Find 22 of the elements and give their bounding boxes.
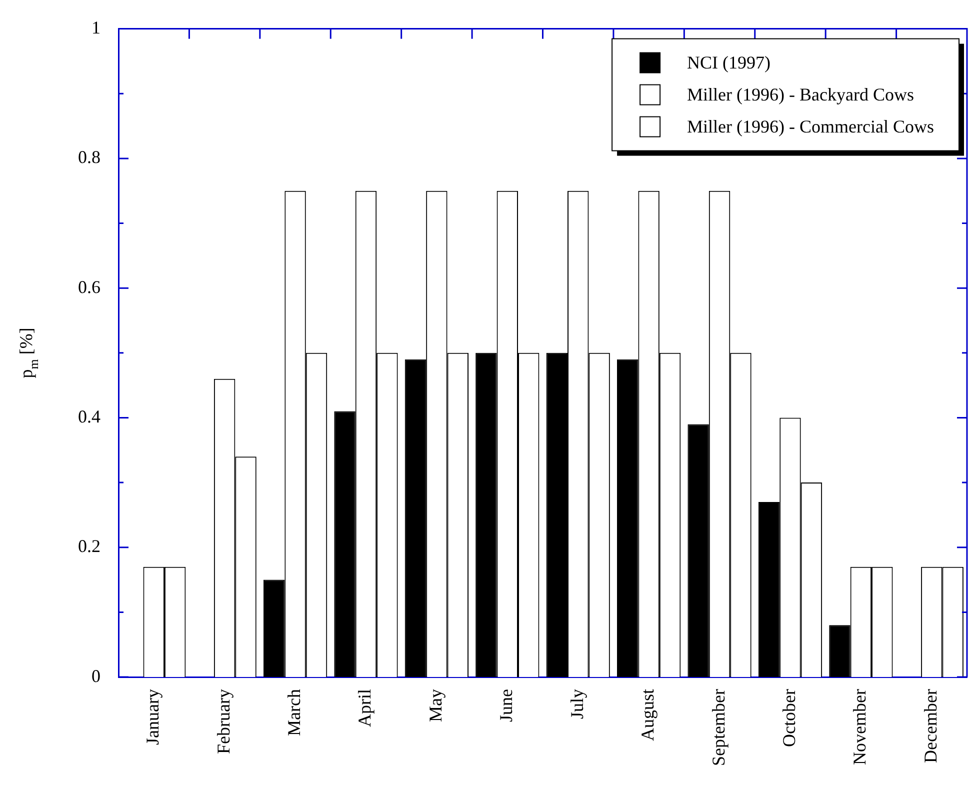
x-tick-label: February — [213, 689, 234, 754]
y-tick-label: 0 — [92, 666, 100, 686]
y-tick-label: 1 — [92, 18, 100, 38]
x-tick-label: August — [638, 689, 658, 742]
x-tick-label: December — [920, 689, 940, 763]
y-tick-label: 0.8 — [78, 147, 100, 168]
y-axis-title: pm [%] — [16, 328, 41, 378]
x-tick-label: January — [142, 689, 163, 746]
legend-label: Miller (1996) - Commercial Cows — [687, 116, 934, 137]
y-tick-label: 0.6 — [78, 276, 100, 297]
x-tick-label: October — [778, 689, 799, 748]
x-tick-label: May — [425, 689, 446, 722]
x-tick-label: July — [566, 689, 587, 720]
x-tick-label: September — [708, 689, 728, 766]
legend-label: NCI (1997) — [687, 52, 771, 73]
y-tick-label: 0.4 — [78, 406, 100, 426]
x-tick-label: November — [850, 689, 870, 766]
x-tick-label: April — [354, 689, 375, 728]
x-tick-label: March — [284, 689, 304, 736]
x-tick-label: June — [496, 689, 516, 722]
y-tick-label: 0.2 — [78, 536, 100, 556]
legend-label: Miller (1996) - Backyard Cows — [687, 84, 914, 105]
